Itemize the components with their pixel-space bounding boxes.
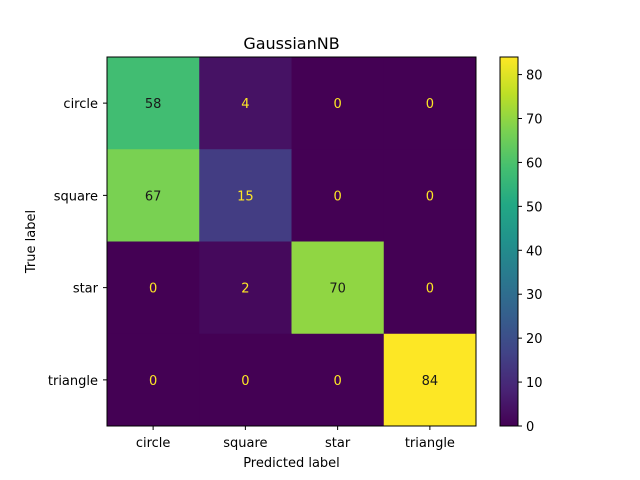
cell-value-label: 0 [333, 97, 341, 112]
cell-value-label: 0 [333, 374, 341, 389]
heatmap-cells [107, 57, 477, 427]
heatmap-cell [383, 57, 477, 150]
heatmap-cell [199, 57, 292, 150]
colorbar-tick-label: 40 [526, 244, 543, 259]
heatmap-cell [291, 149, 385, 242]
cell-value-label: 58 [145, 97, 162, 112]
y-tick-label: circle [63, 97, 98, 112]
y-axis-label: True label [24, 210, 39, 274]
heatmap-cell [107, 241, 200, 335]
x-tick-label: square [223, 436, 267, 451]
colorbar: 0 10 20 30 40 50 60 70 80 [499, 56, 543, 435]
colorbar-tick-label: 0 [526, 420, 534, 435]
cell-value-label: 0 [333, 189, 341, 204]
cell-value-label: 70 [329, 282, 346, 297]
colorbar-tick-label: 60 [526, 156, 543, 171]
x-tick-label: circle [136, 436, 171, 451]
x-tick-label: star [325, 436, 351, 451]
cell-value-label: 84 [422, 374, 439, 389]
cell-value-label: 0 [241, 374, 249, 389]
cell-value-label: 0 [426, 189, 434, 204]
y-tick-label: star [73, 282, 99, 297]
cell-value-label: 0 [149, 282, 157, 297]
heatmap-cell [199, 333, 292, 427]
colorbar-ticks: 0 10 20 30 40 50 60 70 80 [518, 69, 543, 435]
cell-value-label: 4 [241, 97, 249, 112]
x-axis-ticks: circle square star triangle [136, 426, 455, 451]
heatmap-cell [107, 57, 200, 150]
colorbar-tick-label: 20 [526, 332, 543, 347]
heatmap-cell [199, 241, 292, 335]
colorbar-gradient [499, 56, 519, 427]
colorbar-tick-label: 10 [526, 376, 543, 391]
chart-title: GaussianNB [243, 34, 339, 53]
y-tick-label: triangle [48, 374, 98, 389]
heatmap-cell [291, 241, 385, 335]
heatmap-cell [107, 333, 200, 427]
cell-value-label: 2 [241, 282, 249, 297]
heatmap-cell-labels: 58 4 0 0 67 15 0 0 0 2 70 0 0 0 0 84 [145, 97, 438, 389]
heatmap-cell [199, 149, 292, 242]
heatmap-cell [291, 333, 385, 427]
y-tick-label: square [54, 189, 98, 204]
colorbar-tick-label: 70 [526, 113, 543, 128]
heatmap-cell [383, 333, 477, 427]
cell-value-label: 15 [237, 189, 254, 204]
heatmap-cell [383, 241, 477, 335]
heatmap-cell [291, 57, 385, 150]
colorbar-tick-label: 50 [526, 200, 543, 215]
plot-frame [106, 56, 477, 427]
colorbar-tick-label: 80 [526, 69, 543, 84]
x-tick-label: triangle [405, 436, 455, 451]
cell-value-label: 0 [426, 97, 434, 112]
cell-value-label: 0 [149, 374, 157, 389]
heatmap-cell [107, 149, 200, 242]
heatmap-cell [383, 149, 477, 242]
y-axis-ticks: circle square star triangle [48, 97, 107, 389]
colorbar-tick-label: 30 [526, 288, 543, 303]
cell-value-label: 0 [426, 282, 434, 297]
cell-value-label: 67 [145, 189, 162, 204]
x-axis-label: Predicted label [243, 456, 340, 471]
